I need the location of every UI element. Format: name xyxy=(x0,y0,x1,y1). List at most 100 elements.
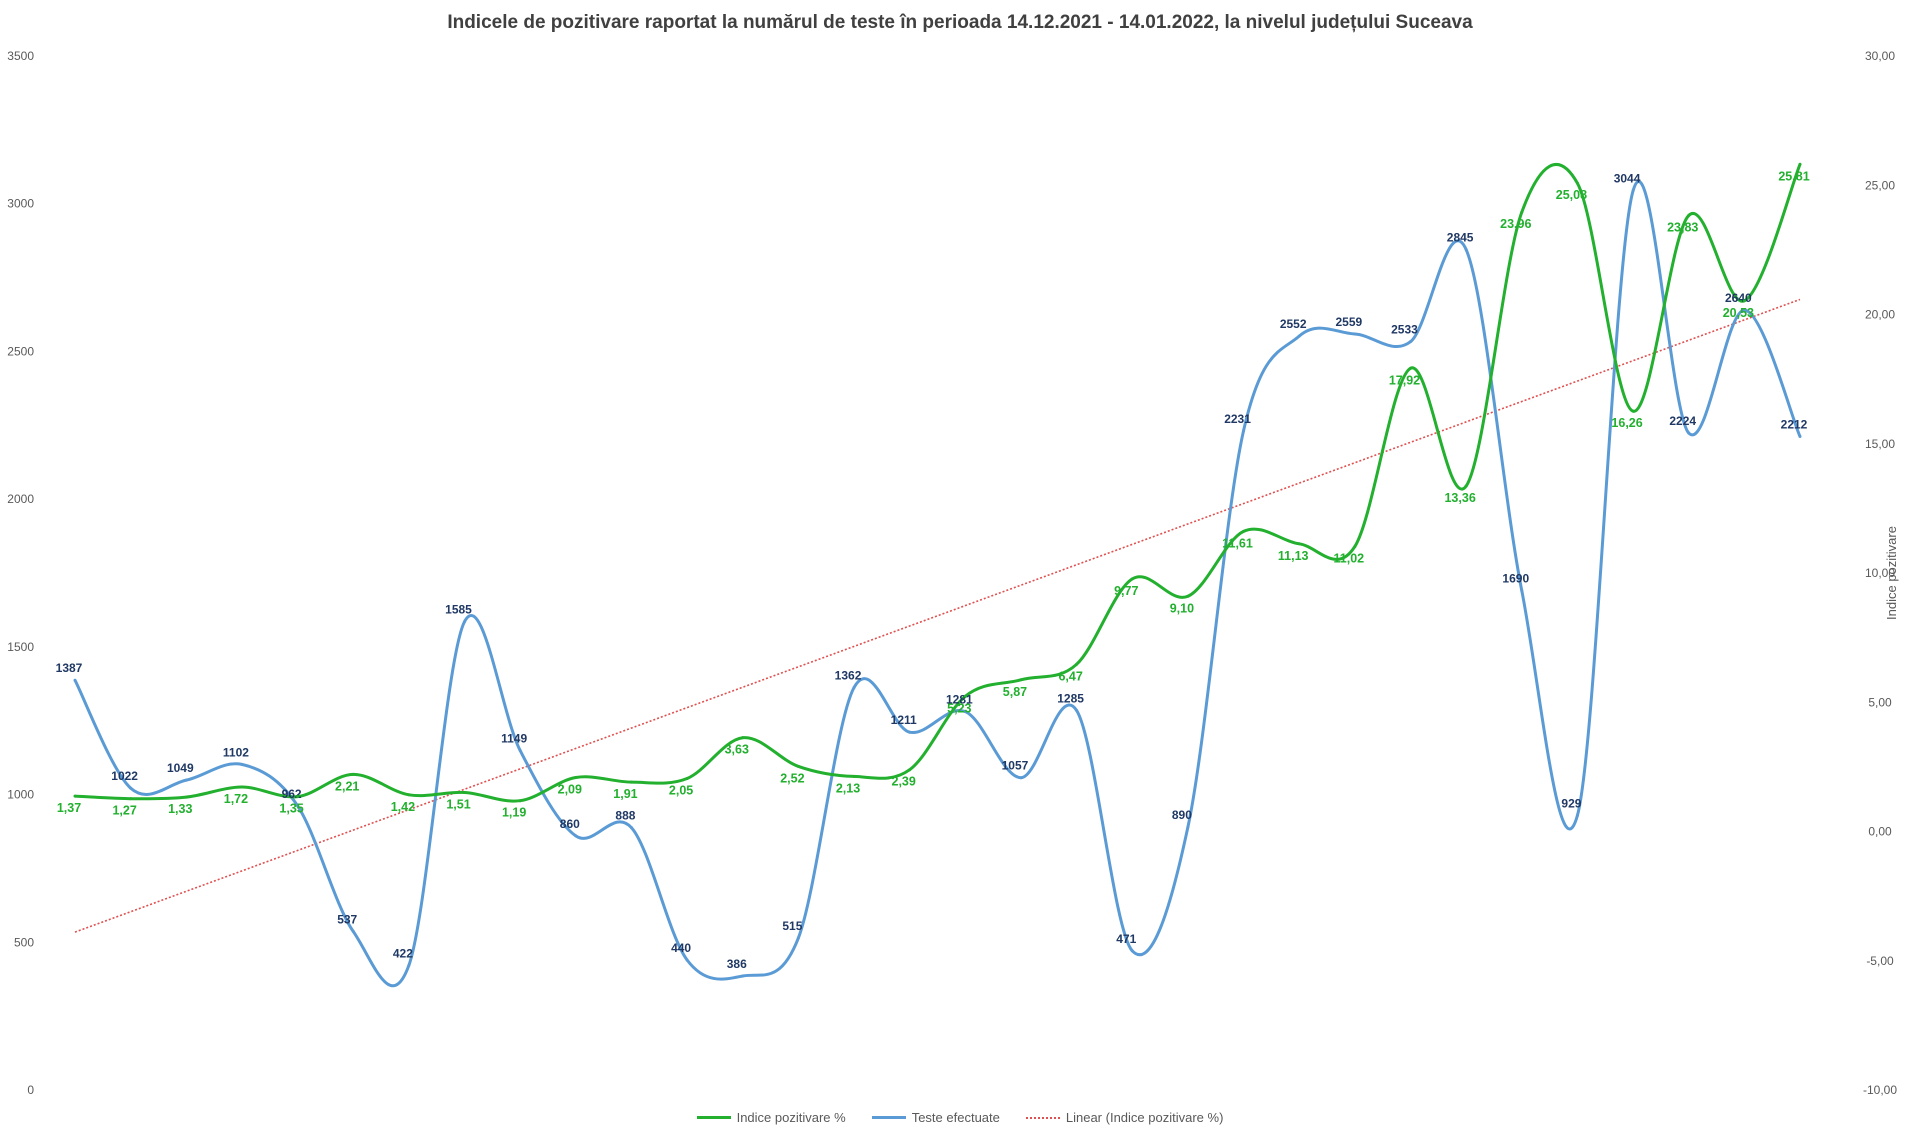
data-label-indice: 11,61 xyxy=(1222,536,1253,550)
point-teste xyxy=(1353,332,1357,336)
point-teste xyxy=(351,929,355,933)
data-label-teste: 860 xyxy=(560,817,580,831)
data-label-teste: 962 xyxy=(282,787,302,801)
point-teste xyxy=(463,620,467,624)
data-label-indice: 2,52 xyxy=(780,771,804,785)
data-label-indice: 5,87 xyxy=(1003,685,1027,699)
data-label-indice: 11,13 xyxy=(1278,549,1309,563)
point-indice xyxy=(1631,409,1635,413)
data-label-indice: 9,10 xyxy=(1170,601,1194,615)
data-label-indice: 9,77 xyxy=(1114,584,1138,598)
data-label-indice: 1,27 xyxy=(112,804,136,818)
data-label-indice: 16,26 xyxy=(1611,416,1642,430)
point-teste xyxy=(1242,429,1246,433)
data-label-teste: 929 xyxy=(1561,797,1581,811)
point-indice xyxy=(1742,299,1746,303)
point-indice xyxy=(1408,366,1412,370)
data-label-teste: 3044 xyxy=(1614,172,1641,186)
data-label-indice: 25,08 xyxy=(1556,188,1587,202)
point-indice xyxy=(184,795,188,799)
data-label-teste: 2845 xyxy=(1447,231,1474,245)
data-label-indice: 3,63 xyxy=(725,743,749,757)
point-teste xyxy=(685,958,689,962)
data-label-indice: 23,96 xyxy=(1500,217,1531,231)
y-left-tick-label: 2500 xyxy=(7,344,34,358)
data-label-teste: 1049 xyxy=(167,761,194,775)
point-teste xyxy=(518,749,522,753)
data-label-indice: 1,37 xyxy=(57,801,81,815)
series-line-indice xyxy=(74,162,1802,803)
data-label-indice: 25,81 xyxy=(1778,169,1809,183)
y-left-tick-label: 1500 xyxy=(7,640,34,654)
data-label-teste: 2212 xyxy=(1781,418,1808,432)
y-right-tick-label: 10,00 xyxy=(1865,566,1895,580)
point-teste xyxy=(1464,248,1468,252)
point-indice xyxy=(518,799,522,803)
data-label-indice: 23,83 xyxy=(1667,220,1698,234)
point-teste xyxy=(1742,308,1746,312)
point-indice xyxy=(796,764,800,768)
y-right-tick-label: 0,00 xyxy=(1868,825,1892,839)
point-indice xyxy=(1353,545,1357,549)
data-label-indice: 2,21 xyxy=(335,779,359,793)
point-teste xyxy=(1130,949,1134,953)
point-teste xyxy=(908,730,912,734)
data-label-teste: 1285 xyxy=(1057,691,1084,705)
point-teste xyxy=(73,678,77,682)
point-teste xyxy=(1408,340,1412,344)
legend-item-trendline[interactable]: Linear (Indice pozitivare %) xyxy=(1025,1110,1224,1125)
y-right-tick-label: -10,00 xyxy=(1863,1083,1897,1097)
data-label-teste: 888 xyxy=(615,809,635,823)
data-label-teste: 1022 xyxy=(111,769,138,783)
point-indice xyxy=(463,790,467,794)
data-label-indice: 2,05 xyxy=(669,784,693,798)
legend-label-trendline: Linear (Indice pozitivare %) xyxy=(1065,1110,1224,1125)
point-teste xyxy=(296,804,300,808)
point-indice xyxy=(574,775,578,779)
data-label-teste: 1362 xyxy=(835,669,862,683)
data-label-teste: 471 xyxy=(1116,932,1136,946)
data-label-indice: 2,39 xyxy=(892,775,916,789)
point-indice xyxy=(73,794,77,798)
point-indice xyxy=(1520,210,1524,214)
data-label-teste: 1102 xyxy=(223,745,249,759)
point-teste xyxy=(796,936,800,940)
data-label-indice: 13,36 xyxy=(1444,491,1475,505)
series-line-teste xyxy=(73,179,1802,988)
point-indice xyxy=(1075,662,1079,666)
y-right-axis-label: Indice pozitivare xyxy=(1884,526,1899,620)
point-teste xyxy=(1631,189,1635,193)
data-label-teste: 515 xyxy=(782,919,802,933)
y-right-tick-label: -5,00 xyxy=(1866,954,1894,968)
legend-item-teste[interactable]: Teste efectuate xyxy=(871,1110,1000,1125)
y-left-tick-label: 3500 xyxy=(7,49,34,63)
data-label-teste: 1211 xyxy=(891,713,917,727)
point-teste xyxy=(852,686,856,690)
data-label-indice: 1,72 xyxy=(224,792,248,806)
point-teste xyxy=(1186,825,1190,829)
data-label-teste: 2552 xyxy=(1280,317,1307,331)
chart-legend: Indice pozitivare % Teste efectuate Line… xyxy=(0,1110,1920,1125)
point-teste xyxy=(1687,431,1691,435)
data-label-indice: 1,33 xyxy=(168,802,192,816)
data-label-indice: 11,02 xyxy=(1334,552,1365,566)
data-label-indice: 6,47 xyxy=(1058,669,1082,683)
point-indice xyxy=(852,774,856,778)
point-indice xyxy=(1687,213,1691,217)
point-indice xyxy=(741,736,745,740)
data-label-indice: 1,35 xyxy=(279,802,303,816)
legend-item-indice[interactable]: Indice pozitivare % xyxy=(696,1110,846,1125)
data-label-teste: 537 xyxy=(337,912,357,926)
data-label-indice: 5,23 xyxy=(947,701,971,715)
data-label-teste: 890 xyxy=(1172,808,1192,822)
data-label-teste: 2231 xyxy=(1224,412,1251,426)
legend-swatch-indice xyxy=(696,1116,731,1119)
data-label-teste: 2224 xyxy=(1669,414,1696,428)
point-indice xyxy=(129,797,133,801)
data-label-teste: 2533 xyxy=(1391,323,1418,337)
data-label-indice: 17,92 xyxy=(1389,373,1420,387)
point-teste xyxy=(240,762,244,766)
data-label-teste: 1585 xyxy=(445,603,472,617)
data-label-indice: 1,91 xyxy=(613,787,637,801)
